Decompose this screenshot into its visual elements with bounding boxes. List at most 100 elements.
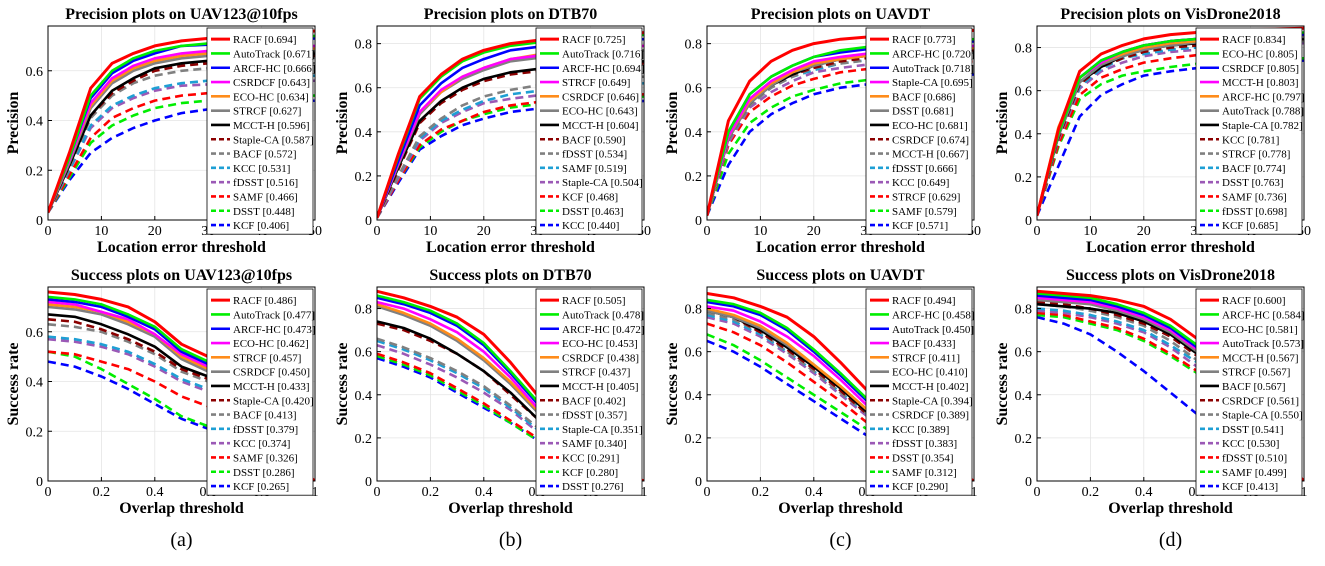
y-tick-label: 0.2 xyxy=(26,164,44,179)
legend-label-samf: SAMF [0.312] xyxy=(892,467,957,479)
y-axis-label: Success rate xyxy=(5,342,22,425)
x-tick-label: 0 xyxy=(374,224,381,239)
series-line-kcf xyxy=(48,360,315,481)
legend-label-racf: RACF [0.694] xyxy=(233,34,297,46)
legend-label-staple-ca: Staple-CA [0.782] xyxy=(1222,120,1303,132)
legend-label-staple-ca: Staple-CA [0.351] xyxy=(562,424,643,436)
chart-title: Success plots on VisDrone2018 xyxy=(1066,267,1275,284)
legend-label-strcf: STRCF [0.627] xyxy=(233,106,301,118)
legend-label-eco-hc: ECO-HC [0.462] xyxy=(233,338,309,350)
legend-label-racf: RACF [0.600] xyxy=(1222,295,1286,307)
series-group xyxy=(707,28,974,217)
y-tick-label: 0.8 xyxy=(685,303,703,318)
x-axis-label: Location error threshold xyxy=(1086,239,1255,256)
legend-box xyxy=(206,27,314,235)
series-line-fdsst xyxy=(377,75,644,219)
legend-box xyxy=(535,27,643,235)
legend-label-autotrack: AutoTrack [0.450] xyxy=(892,324,974,336)
legend-box xyxy=(865,288,973,496)
y-tick-label: 0.2 xyxy=(685,432,703,447)
legend-label-racf: RACF [0.834] xyxy=(1222,34,1286,46)
legend-label-kcf: KCF [0.265] xyxy=(233,481,289,493)
legend-label-kcc: KCC [0.649] xyxy=(892,177,949,189)
series-line-kcf xyxy=(707,73,974,217)
legend-label-dsst: DSST [0.463] xyxy=(562,206,624,218)
x-axis-label: Location error threshold xyxy=(426,239,595,256)
legend-label-arcf-hc: ARCF-HC [0.694] xyxy=(562,63,645,75)
legend-label-bacf: BACF [0.590] xyxy=(562,134,626,146)
x-tick-label: 20 xyxy=(148,224,162,239)
legend-label-fdsst: fDSST [0.357] xyxy=(562,410,627,422)
y-axis-label: Precision xyxy=(664,92,681,155)
legend-label-csrdcf: CSRDCF [0.805] xyxy=(1222,63,1299,75)
legend-label-kcc: KCC [0.389] xyxy=(892,424,949,436)
axes-frame xyxy=(706,286,975,482)
legend-label-kcf: KCF [0.468] xyxy=(562,191,618,203)
legend-label-fdsst: fDSST [0.383] xyxy=(892,438,957,450)
x-tick-label: 0.2 xyxy=(422,485,440,500)
legend-box xyxy=(1195,288,1303,496)
legend-label-strcf: STRCF [0.411] xyxy=(892,352,960,364)
legend-label-bacf: BACF [0.567] xyxy=(1222,381,1286,393)
legend-label-samf: SAMF [0.519] xyxy=(562,163,627,175)
legend-label-fdsst: fDSST [0.379] xyxy=(233,424,298,436)
series-line-dsst xyxy=(707,322,974,481)
y-tick-label: 0.6 xyxy=(355,82,373,97)
x-tick-label: 0.4 xyxy=(146,485,164,500)
legend-label-racf: RACF [0.486] xyxy=(233,295,297,307)
legend-label-arcf-hc: ARCF-HC [0.458] xyxy=(892,309,975,321)
legend-label-mcct-h: MCCT-H [0.667] xyxy=(892,149,969,161)
y-axis-label: Precision xyxy=(994,92,1011,155)
legend-label-arcf-hc: ARCF-HC [0.472] xyxy=(562,324,645,336)
legend-label-fdsst: fDSST [0.510] xyxy=(1222,452,1287,464)
y-tick-label: 0.6 xyxy=(26,326,44,341)
legend-label-arcf-hc: ARCF-HC [0.584] xyxy=(1222,309,1305,321)
legend-label-mcct-h: MCCT-H [0.596] xyxy=(233,120,310,132)
y-tick-label: 0.8 xyxy=(685,38,703,53)
legend-label-fdsst: fDSST [0.534] xyxy=(562,149,627,161)
legend-label-autotrack: AutoTrack [0.716] xyxy=(562,48,644,60)
legend-label-bacf: BACF [0.774] xyxy=(1222,163,1286,175)
x-tick-label: 0 xyxy=(704,224,711,239)
x-tick-label: 0 xyxy=(704,485,711,500)
legend-label-bacf: BACF [0.433] xyxy=(892,338,956,350)
legend-label-kcf: KCF [0.571] xyxy=(892,220,948,232)
y-axis-label: Success rate xyxy=(994,342,1011,425)
legend-label-bacf: BACF [0.572] xyxy=(233,149,297,161)
legend-label-kcf: KCF [0.685] xyxy=(1222,220,1278,232)
legend-label-autotrack: AutoTrack [0.478] xyxy=(562,309,644,321)
y-tick-label: 0.6 xyxy=(1015,346,1033,361)
y-tick-label: 0.2 xyxy=(685,170,703,185)
x-tick-label: 10 xyxy=(423,224,437,239)
x-tick-label: 0 xyxy=(1034,224,1041,239)
x-tick-label: 0 xyxy=(1034,485,1041,500)
legend-label-kcc: KCC [0.374] xyxy=(233,438,290,450)
legend-label-strcf: STRCF [0.567] xyxy=(1222,367,1290,379)
y-tick-label: 0.2 xyxy=(1015,171,1033,186)
axes-frame xyxy=(47,25,316,221)
axes-frame xyxy=(706,25,975,221)
legend-label-arcf-hc: ARCF-HC [0.720] xyxy=(892,48,975,60)
y-tick-label: 0.6 xyxy=(685,82,703,97)
legend-label-samf: SAMF [0.466] xyxy=(233,191,298,203)
y-tick-label: 0 xyxy=(1025,214,1032,229)
y-tick-label: 0.6 xyxy=(1015,85,1033,100)
legend-label-csrdcf: CSRDCF [0.643] xyxy=(233,77,310,89)
x-axis-label: Location error threshold xyxy=(756,239,925,256)
series-line-fdsst xyxy=(1037,57,1304,217)
legend-label-eco-hc: ECO-HC [0.805] xyxy=(1222,48,1298,60)
y-tick-label: 0 xyxy=(695,214,702,229)
x-tick-label: 10 xyxy=(1083,224,1097,239)
legend-label-eco-hc: ECO-HC [0.681] xyxy=(892,120,968,132)
legend-label-dsst: DSST [0.276] xyxy=(562,481,624,493)
x-axis-label: Overlap threshold xyxy=(448,500,573,517)
legend-label-csrdcf: CSRDCF [0.389] xyxy=(892,410,969,422)
legend-label-autotrack: AutoTrack [0.477] xyxy=(233,309,315,321)
y-tick-label: 0.8 xyxy=(355,303,373,318)
legend-label-autotrack: AutoTrack [0.671] xyxy=(233,48,315,60)
legend-label-kcf: KCF [0.280] xyxy=(562,467,618,479)
x-tick-label: 1 xyxy=(971,485,978,500)
x-tick-label: 20 xyxy=(807,224,821,239)
